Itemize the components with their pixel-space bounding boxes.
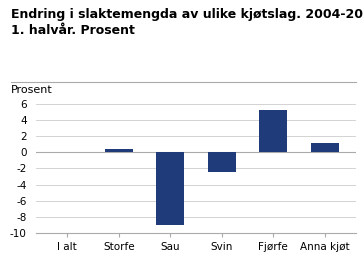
Bar [208, 152, 236, 172]
Text: Prosent: Prosent [11, 85, 53, 95]
Bar [105, 149, 133, 152]
Text: Endring i slaktemengda av ulike kjøtslag. 2004-2005*.
1. halvår. Prosent: Endring i slaktemengda av ulike kjøtslag… [11, 8, 363, 37]
Bar [156, 152, 184, 225]
Bar [259, 110, 287, 152]
Bar [311, 143, 339, 152]
